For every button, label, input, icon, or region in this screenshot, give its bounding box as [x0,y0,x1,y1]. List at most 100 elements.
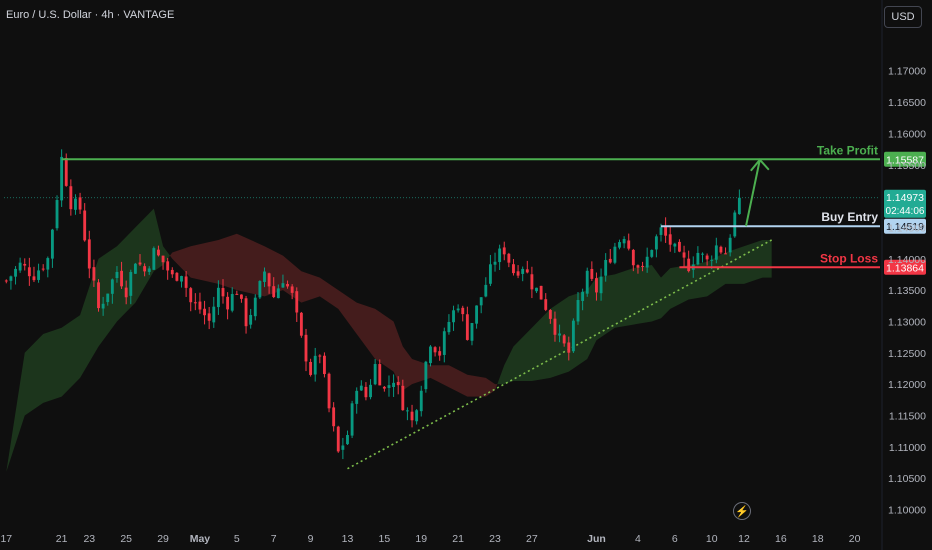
candle-body [216,287,220,308]
take-profit-price-tag [884,151,926,167]
candle-body [387,385,391,388]
candle-body [544,299,548,310]
buy-entry-price-value: 1.14519 [886,221,924,233]
candle-body [461,307,465,315]
candle-body [631,249,635,266]
candle-body [249,314,253,325]
x-tick-label: 4 [635,533,641,545]
x-tick-label: 13 [342,533,354,545]
candle-body [599,276,603,294]
candle-body [475,305,479,324]
candle-body [115,271,119,279]
candle-body [189,288,193,303]
candle-body [212,306,216,323]
ichimoku-cloud-segment [169,233,498,397]
candle-body [336,426,340,452]
candle-body [678,241,681,252]
candle-body [74,198,77,210]
candle-body [581,291,585,301]
candle-body [701,253,704,255]
candle-body [364,386,368,398]
candle-body [60,156,64,201]
candle-body [235,293,239,295]
candle-body [4,280,8,282]
y-tick-label: 1.13000 [888,316,926,328]
x-tick-label: 17 [0,533,12,545]
candle-body [622,238,626,244]
candle-body [350,403,354,436]
candle-body [465,314,469,340]
candle-body [719,246,723,253]
candle-body [193,302,197,304]
trendline[interactable] [347,239,773,470]
candle-body [69,186,73,210]
candle-body [585,270,589,294]
current-price-countdown: 02:44:06 [886,206,925,217]
candle-body [369,384,372,398]
candle-body [313,355,317,375]
candle-body [295,291,299,313]
candle-body [373,364,377,385]
candle-body [203,308,206,316]
candle-body [78,197,82,210]
candle-body [355,390,359,404]
y-tick-label: 1.10500 [888,473,926,485]
stop-loss-label: Stop Loss [820,251,878,265]
candle-body [23,263,27,266]
candle-body [507,253,511,263]
y-tick-label: 1.16500 [888,97,926,109]
candle-body [576,300,580,322]
candle-body [332,407,336,427]
candle-body [18,262,22,271]
projection-arrow-head [750,158,770,172]
candle-body [341,445,345,450]
candle-body [498,248,502,263]
candle-body [120,270,123,287]
stop-loss-price-tag [884,259,926,275]
currency-button[interactable]: USD [884,6,922,28]
flash-icon[interactable]: ⚡ [733,502,751,520]
candle-body [276,288,280,299]
candle-body [147,268,151,272]
candle-body [433,347,437,353]
candle-body [198,301,202,310]
candle-body [157,249,160,256]
y-tick-label: 1.14500 [888,222,926,234]
x-tick-label: 23 [489,533,501,545]
x-tick-label: 21 [452,533,464,545]
projection-arrow[interactable] [745,159,761,227]
candle-body [286,284,289,287]
candle-body [27,267,31,277]
candle-body [83,210,87,241]
buy-entry-label: Buy Entry [821,210,878,224]
candle-body [429,346,432,364]
x-tick-label: 5 [234,533,240,545]
y-tick-label: 1.17000 [888,66,926,78]
x-tick-label: 15 [379,533,391,545]
candle-body [604,259,608,276]
candle-body [618,242,621,248]
candle-body [318,355,322,357]
candle-body [87,239,91,269]
candle-body [244,298,248,327]
x-tick-label: May [190,533,211,545]
candle-body [323,355,326,375]
candle-body [309,361,313,375]
x-tick-label: 25 [120,533,132,545]
candle-body [608,258,612,263]
candle-body [230,293,234,311]
candle-body [696,252,700,265]
candle-body [410,411,414,421]
stop-loss-price-value: 1.13864 [886,262,924,274]
x-tick-label: 29 [157,533,169,545]
take-profit-label: Take Profit [817,143,878,157]
candle-body [673,243,677,247]
candle-body [710,259,714,261]
candle-body [161,255,165,263]
candle-body [415,410,419,422]
y-tick-label: 1.16000 [888,128,926,140]
candle-body [424,361,428,390]
candle-body [221,288,225,297]
candle-body [539,285,543,300]
